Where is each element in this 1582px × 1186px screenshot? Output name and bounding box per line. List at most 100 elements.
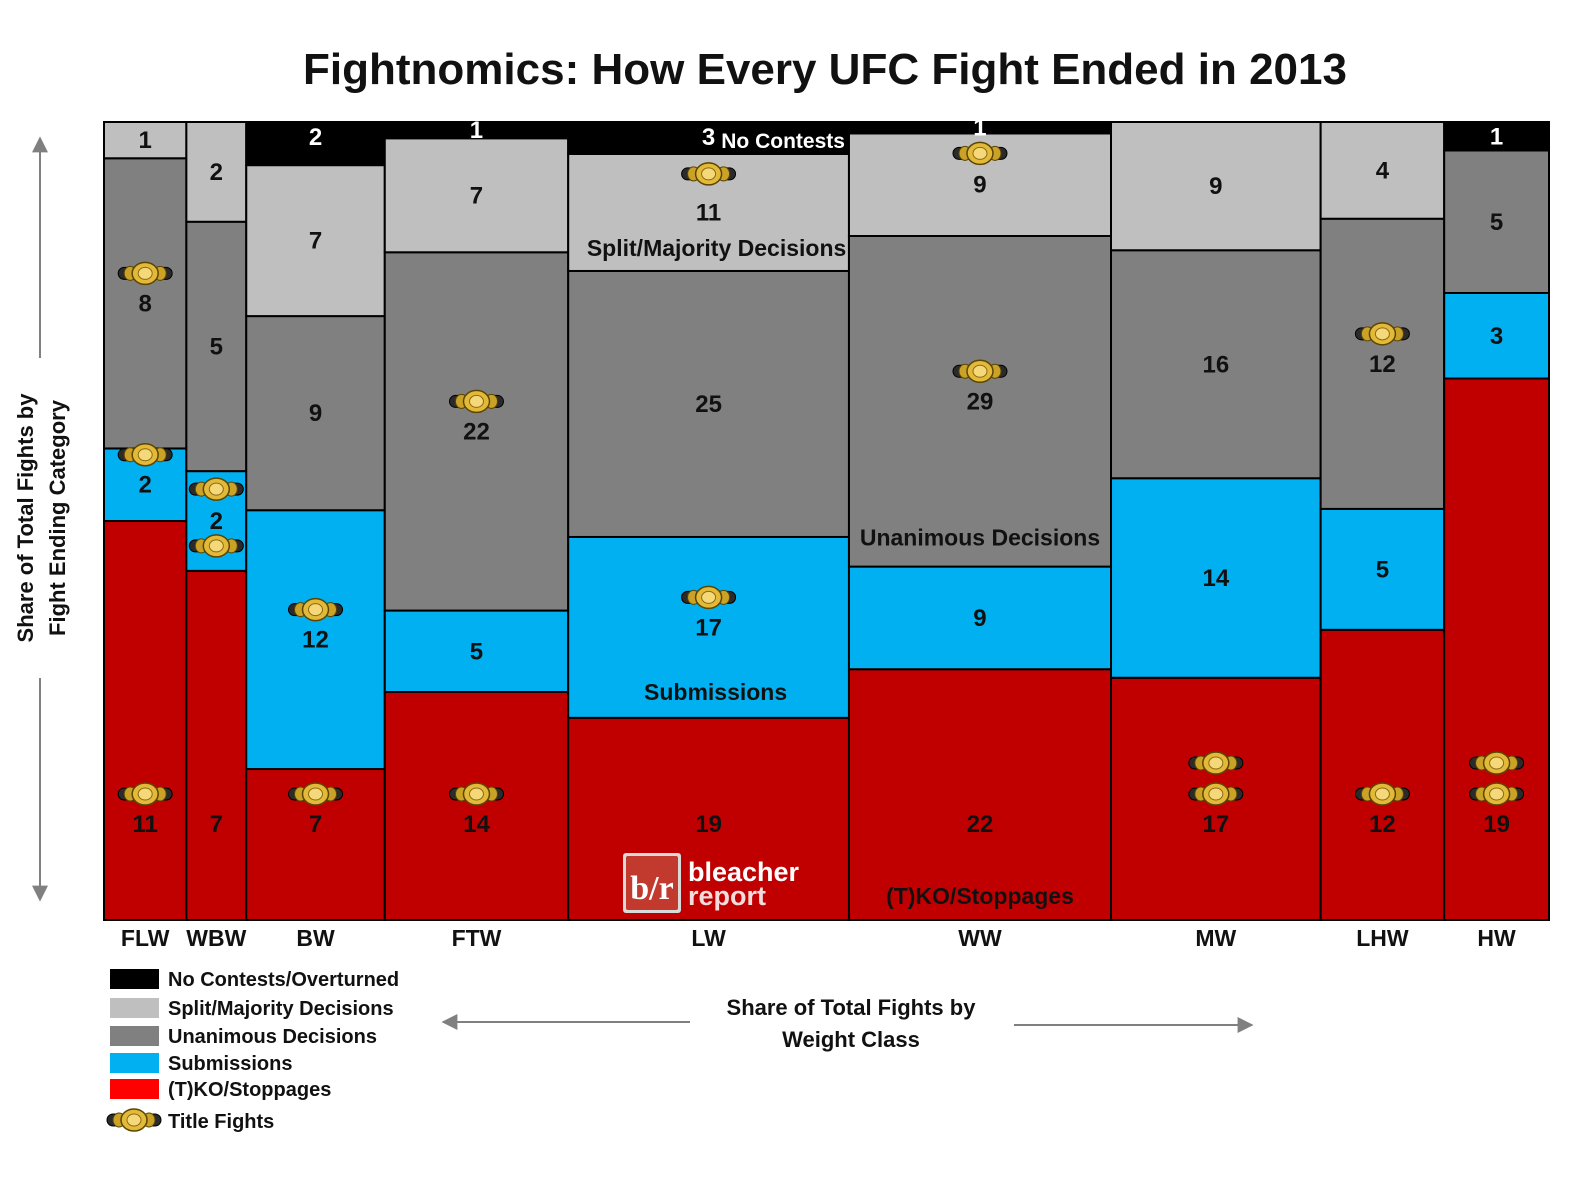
- x-axis-title-line2: Weight Class: [782, 1027, 920, 1052]
- title-fight-belt-icon-flw-1: [117, 442, 173, 467]
- segment-ww-submissions: [847, 565, 1113, 671]
- segment-ww-unanimous-decisions: [847, 235, 1113, 568]
- value-label-ftw-t-ko-stoppages: 14: [463, 811, 490, 838]
- segment-lw-no-contests-overturned: [567, 121, 850, 155]
- segment-mw-submissions: [1110, 477, 1322, 679]
- legend-swatch-t-ko-stoppages: [110, 1079, 159, 1099]
- value-label-lhw-submissions: 5: [1376, 556, 1389, 583]
- title-fight-belt-icon-bw-1: [288, 597, 344, 622]
- title-fight-belt-icon-wbw-1: [188, 477, 244, 501]
- segment-mw-split-majority-decisions: [1110, 121, 1322, 252]
- bleacher-report-logo: b/r bleacher report: [623, 853, 800, 913]
- plot-area: 1128172527129721452271191725113229299117…: [103, 115, 1551, 922]
- chart-title: Fightnomics: How Every UFC Fight Ended i…: [303, 45, 1347, 94]
- y-axis-title-line1: Share of Total Fights by: [13, 393, 38, 643]
- value-label-lhw-t-ko-stoppages: 12: [1369, 811, 1396, 838]
- x-axis-title-line1: Share of Total Fights by: [727, 995, 977, 1020]
- column-mw: 17 14 16 9: [1110, 121, 1322, 921]
- title-fight-belt-icon-wbw-2: [188, 534, 244, 558]
- title-fight-belt-icon-ftw-1: [448, 782, 504, 806]
- title-fight-belt-icon-ww-1: [952, 141, 1008, 166]
- value-label-mw-submissions: 14: [1202, 565, 1229, 592]
- y-axis-title-line2: Fight Ending Category: [45, 399, 70, 636]
- x-tick-ftw: FTW: [452, 925, 502, 951]
- value-label-mw-unanimous-decisions: 16: [1202, 351, 1229, 378]
- value-label-wbw-t-ko-stoppages: 7: [210, 811, 223, 838]
- title-fight-belt-icon-hw-1: [1469, 782, 1525, 806]
- segment-ww-t-ko-stoppages: [847, 668, 1113, 922]
- value-label-bw-no-contests-overturned: 2: [309, 124, 322, 151]
- legend-championship-belt-icon: [106, 1108, 162, 1132]
- segment-hw-submissions: [1443, 292, 1551, 380]
- column-lhw: 12 5 12 4: [1319, 121, 1446, 921]
- segment-ftw-unanimous-decisions: [383, 251, 570, 612]
- annotation-no-contests: No Contests: [721, 130, 845, 153]
- value-label-bw-submissions: 12: [302, 627, 329, 654]
- segment-lw-split-majority-decisions: [567, 152, 850, 272]
- segment-flw-t-ko-stoppages: [103, 520, 188, 921]
- title-fight-belt-icon-mw-2: [1188, 751, 1244, 775]
- title-fight-belt-icon-lw-1: [681, 585, 737, 610]
- value-label-wbw-unanimous-decisions: 5: [210, 333, 223, 360]
- x-tick-ww: WW: [958, 925, 1002, 951]
- legend: No Contests/Overturned Split/Majority Dec…: [106, 969, 399, 1133]
- value-label-lw-t-ko-stoppages: 19: [695, 811, 722, 838]
- column-ww: 22 9 29 9 1: [847, 115, 1113, 922]
- y-axis-title-group: Share of Total Fights by Fight Ending Ca…: [13, 136, 70, 902]
- value-label-flw-submissions: 2: [138, 472, 151, 499]
- segment-bw-unanimous-decisions: [245, 315, 386, 512]
- annotation-submissions: Submissions: [644, 679, 787, 705]
- value-label-flw-unanimous-decisions: 8: [138, 290, 151, 317]
- column-wbw: 7 2 5 2: [185, 121, 248, 921]
- segment-lhw-t-ko-stoppages: [1319, 628, 1446, 921]
- segment-lw-t-ko-stoppages: [567, 716, 850, 922]
- title-fight-belt-icon-lhw-1: [1354, 322, 1410, 346]
- legend-label-split-majority-decisions: Split/Majority Decisions: [168, 998, 394, 1020]
- logo-mark-inner: [626, 856, 678, 910]
- value-label-ftw-unanimous-decisions: 22: [463, 418, 490, 445]
- title-fight-belt-icon-lw-1: [681, 162, 737, 186]
- value-label-flw-t-ko-stoppages: 11: [132, 811, 157, 838]
- column-flw: 11 2 8 1: [103, 121, 188, 921]
- annotation-layer: No Contests Split/Majority Decisions Unani…: [117, 130, 1525, 909]
- legend-item-split-majority-decisions: Split/Majority Decisions: [110, 998, 394, 1020]
- value-label-lhw-unanimous-decisions: 12: [1369, 351, 1396, 378]
- segment-lhw-split-majority-decisions: [1319, 121, 1446, 220]
- value-label-lw-no-contests-overturned: 3: [702, 124, 715, 151]
- value-label-ftw-split-majority-decisions: 7: [470, 182, 483, 209]
- value-label-mw-t-ko-stoppages: 17: [1202, 811, 1229, 838]
- value-label-ww-t-ko-stoppages: 22: [967, 811, 994, 838]
- segment-ftw-t-ko-stoppages: [383, 691, 570, 921]
- legend-swatch-split-majority-decisions: [110, 998, 159, 1018]
- value-label-wbw-submissions: 2: [210, 508, 223, 535]
- legend-label-t-ko-stoppages: (T)KO/Stoppages: [168, 1079, 331, 1101]
- legend-label-no-contests-overturned: No Contests/Overturned: [168, 969, 399, 991]
- segment-hw-t-ko-stoppages: [1443, 377, 1551, 921]
- legend-swatch-submissions: [110, 1053, 159, 1073]
- logo-mark-letters: b/r: [630, 870, 673, 907]
- legend-item-submissions: Submissions: [110, 1053, 292, 1075]
- x-tick-lhw: LHW: [1356, 925, 1409, 951]
- column-ftw: 14 5 22 7 1: [383, 117, 570, 921]
- value-label-ww-split-majority-decisions: 9: [973, 172, 986, 199]
- segment-bw-submissions: [245, 509, 386, 771]
- value-label-ww-unanimous-decisions: 29: [967, 388, 994, 415]
- x-axis-title-group: Share of Total Fights by Weight Class: [441, 995, 1254, 1052]
- value-label-lhw-split-majority-decisions: 4: [1376, 157, 1390, 184]
- legend-item-title-fights: Title Fights: [106, 1108, 274, 1133]
- value-label-lw-split-majority-decisions: 11: [696, 199, 721, 226]
- segment-wbw-split-majority-decisions: [185, 121, 248, 223]
- title-fight-belt-icon-bw-1: [288, 782, 344, 806]
- segment-lhw-unanimous-decisions: [1319, 217, 1446, 510]
- value-label-ww-submissions: 9: [973, 605, 986, 632]
- segment-ftw-split-majority-decisions: [383, 137, 570, 254]
- segment-hw-unanimous-decisions: [1443, 149, 1551, 294]
- segment-bw-split-majority-decisions: [245, 164, 386, 318]
- annotation-split-majority: Split/Majority Decisions: [587, 235, 846, 261]
- value-label-ww-no-contests-overturned: 1: [973, 115, 986, 142]
- legend-label-submissions: Submissions: [168, 1053, 292, 1075]
- logo-word-report: report: [688, 881, 766, 911]
- annotation-tko: (T)KO/Stoppages: [886, 883, 1074, 909]
- title-fight-belt-icon-ftw-1: [448, 389, 504, 414]
- value-label-lw-submissions: 17: [695, 614, 722, 641]
